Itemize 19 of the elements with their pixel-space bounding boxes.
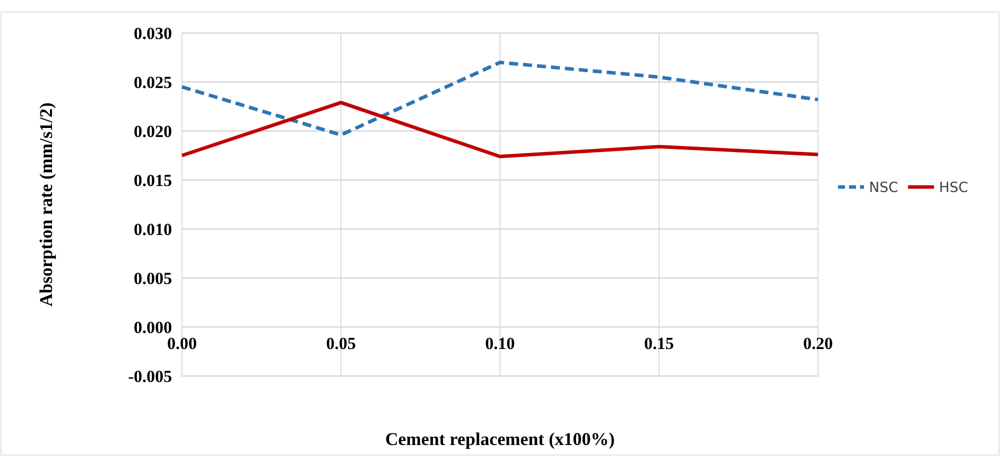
x-tick-label: 0.10	[485, 334, 515, 353]
x-axis-title: Cement replacement (x100%)	[385, 429, 615, 449]
x-tick-label: 0.05	[326, 334, 356, 353]
legend-label: HSC	[939, 180, 968, 196]
legend-label: NSC	[869, 180, 898, 196]
x-tick-label: 0.00	[167, 334, 197, 353]
x-tick-label: 0.15	[644, 334, 674, 353]
y-tick-label: 0.030	[134, 24, 172, 43]
y-tick-label: 0.005	[134, 268, 172, 288]
y-axis-title: Absorption rate (mm/s1/2)	[36, 102, 56, 306]
y-tick-label: 0.010	[134, 220, 172, 239]
y-tick-label: 0.000	[134, 318, 172, 337]
y-tick-label: 0.020	[134, 122, 172, 141]
y-tick-label: -0.005	[128, 366, 172, 386]
y-tick-label: 0.015	[134, 170, 172, 190]
line-series	[180, 100, 820, 158]
y-tick-label: 0.025	[134, 72, 172, 92]
line-series	[180, 60, 820, 137]
x-tick-label: 0.20	[803, 334, 833, 353]
